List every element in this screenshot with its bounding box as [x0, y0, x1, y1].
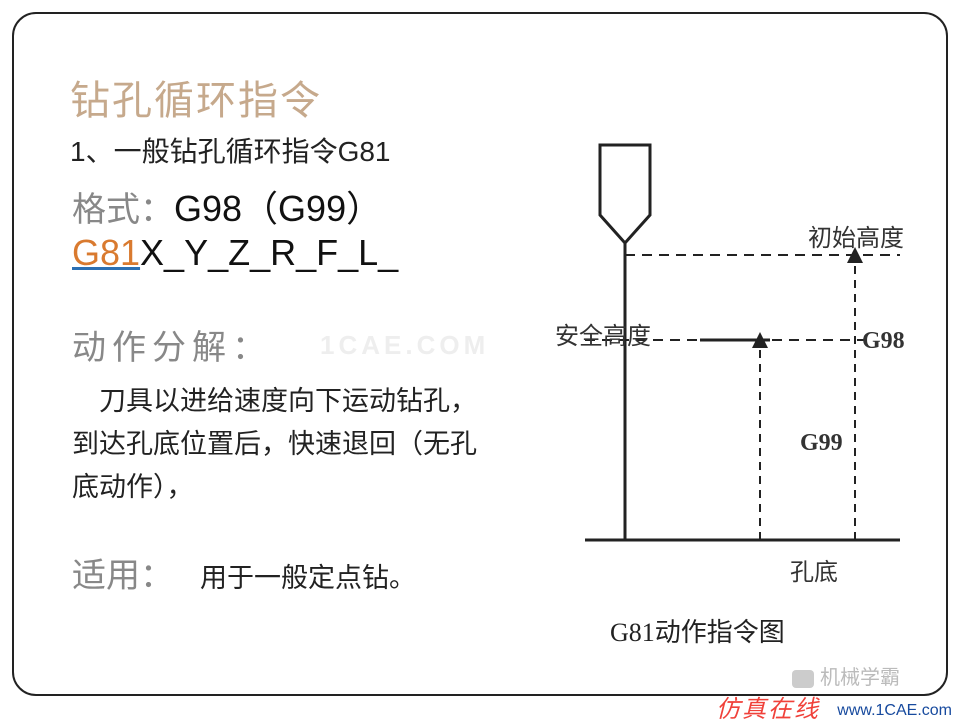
action-body: 刀具以进给速度向下运动钻孔，到达孔底位置后，快速退回（无孔底动作），	[72, 380, 502, 510]
slide-title: 钻孔循环指令	[70, 68, 322, 126]
format-label: 格式：	[72, 191, 174, 229]
format-line: 格式：G98（G99）	[72, 180, 382, 232]
diagram-caption: G81动作指令图	[610, 612, 785, 649]
action-heading: 动作分解：	[72, 320, 272, 369]
syntax-rest: X_Y_Z_R_F_L_	[140, 232, 398, 273]
subtitle: 1、一般钻孔循环指令G81	[70, 130, 391, 170]
brand-text: 机械学霸	[820, 667, 900, 689]
syntax-g81: G81	[72, 232, 140, 273]
label-safe-height: 安全高度	[555, 316, 651, 351]
apply-body: 用于一般定点钻。	[200, 556, 416, 595]
chat-icon	[792, 670, 814, 688]
label-initial-height: 初始高度	[808, 218, 904, 253]
brand-watermark: 机械学霸	[792, 661, 900, 690]
apply-heading: 适用：	[72, 548, 174, 597]
watermark: 1CAE.COM	[320, 330, 489, 361]
footer-text: 仿真在线	[716, 689, 820, 724]
footer-url: www.1CAE.com	[837, 702, 952, 720]
format-code: G98（G99）	[174, 188, 382, 229]
label-g99: G99	[800, 430, 843, 457]
syntax-line: G81X_Y_Z_R_F_L_	[72, 232, 398, 274]
label-g98: G98	[862, 328, 905, 355]
label-bottom: 孔底	[790, 552, 838, 587]
